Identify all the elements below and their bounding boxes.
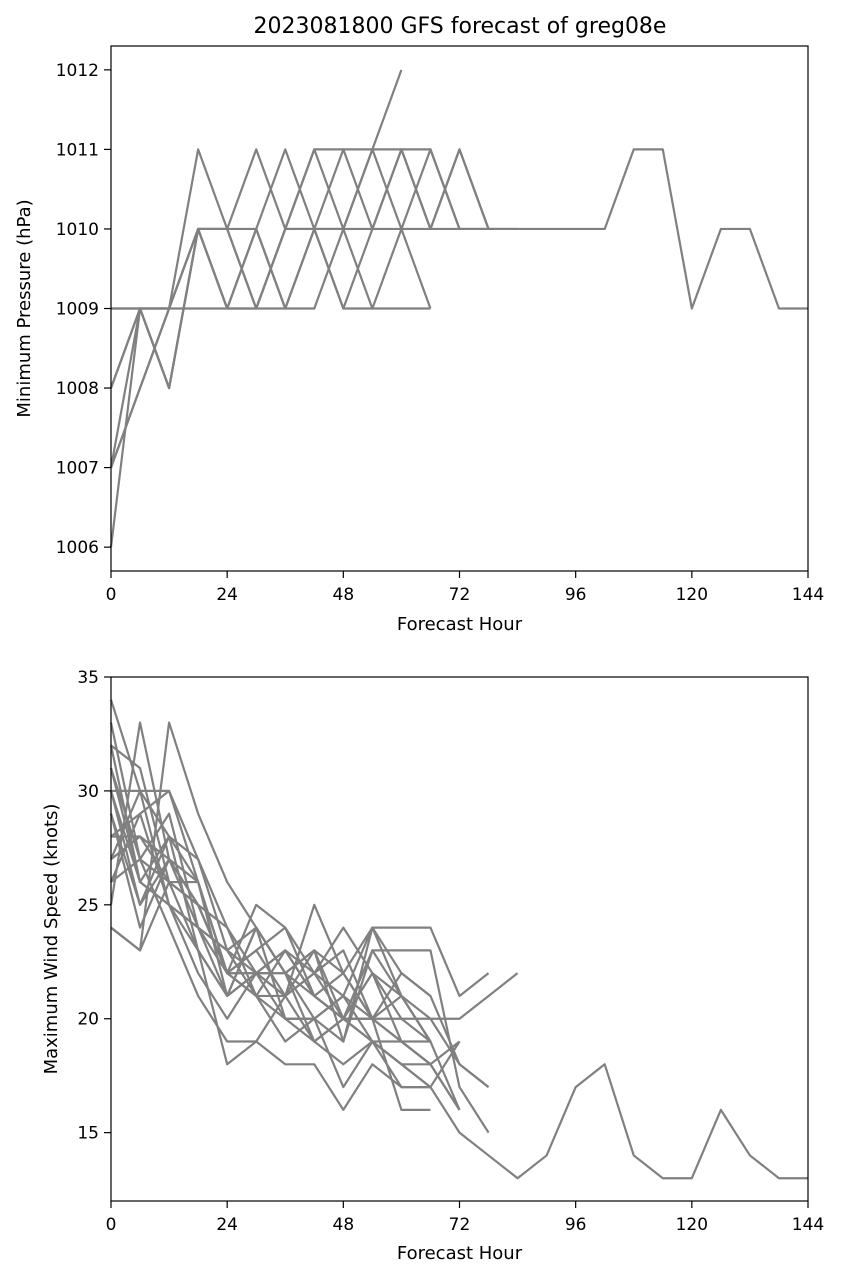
- wind-x-tick-label: 72: [449, 1215, 471, 1235]
- pressure-y-tick-label: 1010: [56, 220, 99, 240]
- pressure-panel: 0 24 48 72 96 120 144 1006 1007 1008 1009 1010 1011…: [14, 45, 824, 635]
- pressure-x-tick-label: 0: [106, 585, 117, 605]
- pressure-x-tick-label: 48: [333, 585, 355, 605]
- pressure-y-tick-label: 1006: [56, 538, 99, 558]
- wind-x-tick-label: 120: [676, 1215, 708, 1235]
- wind-series-line-17: [110, 812, 432, 1043]
- wind-series-line-13: [110, 880, 432, 1020]
- wind-y-tick-label: 20: [77, 1010, 99, 1030]
- pressure-y-tick-label: 1011: [56, 140, 99, 160]
- pressure-series-line-8: [109, 148, 461, 468]
- pressure-y-tick-label: 1009: [56, 300, 99, 320]
- pressure-series-layer: [109, 69, 808, 548]
- wind-y-axis-label: Maximum Wind Speed (knots): [41, 804, 62, 1075]
- pressure-x-tick-label: 24: [216, 585, 238, 605]
- wind-series-line-20: [109, 789, 432, 1043]
- wind-y-tick-label: 15: [77, 1124, 99, 1144]
- wind-series-layer: [109, 699, 808, 1180]
- wind-y-tick-label: 30: [77, 782, 99, 802]
- wind-panel: 0 24 48 72 96 120 144 15 20 25 30 35 Forecast Hour…: [41, 668, 824, 1264]
- pressure-x-tick-label: 72: [449, 585, 471, 605]
- pressure-y-tick-label: 1007: [56, 459, 99, 479]
- pressure-x-tick-label: 96: [565, 585, 587, 605]
- wind-y-ticks: 15 20 25 30 35: [77, 668, 111, 1144]
- wind-x-tick-label: 96: [565, 1215, 587, 1235]
- pressure-y-axis-label: Minimum Pressure (hPa): [14, 199, 35, 417]
- wind-x-tick-label: 0: [106, 1215, 117, 1235]
- pressure-x-tick-label: 144: [792, 585, 824, 605]
- wind-y-tick-label: 35: [77, 668, 99, 688]
- pressure-y-ticks: 1006 1007 1008 1009 1010 1011 1012: [56, 61, 111, 558]
- wind-series-line-10: [110, 835, 431, 1111]
- pressure-x-axis-label: Forecast Hour: [397, 614, 523, 635]
- wind-series-line-19: [109, 790, 431, 1043]
- wind-x-axis-label: Forecast Hour: [397, 1243, 523, 1264]
- wind-x-tick-label: 48: [333, 1215, 355, 1235]
- wind-x-ticks: 0 24 48 72 96 120 144: [106, 1201, 824, 1235]
- wind-x-tick-label: 24: [216, 1215, 238, 1235]
- wind-y-tick-label: 25: [77, 896, 99, 916]
- pressure-x-tick-label: 120: [676, 585, 708, 605]
- pressure-y-tick-label: 1008: [56, 379, 99, 399]
- pressure-y-tick-label: 1012: [56, 61, 99, 81]
- wind-x-tick-label: 144: [792, 1215, 824, 1235]
- pressure-x-ticks: 0 24 48 72 96 120 144: [106, 571, 824, 605]
- chart-title: 2023081800 GFS forecast of greg08e: [254, 14, 667, 39]
